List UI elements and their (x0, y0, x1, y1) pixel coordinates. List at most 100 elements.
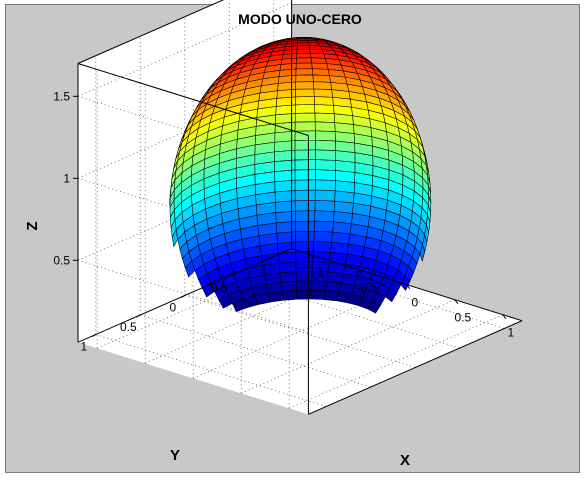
surface-facet (329, 251, 348, 265)
surface-facet (295, 261, 314, 272)
surface-facet (330, 82, 350, 92)
surface-facet (314, 210, 335, 223)
surface-facet (313, 96, 334, 106)
surface-facet (296, 42, 310, 47)
surface-facet (295, 88, 315, 98)
grid-line-z-back (77, 259, 309, 333)
grid-line-z-side (77, 2, 292, 97)
surface-facet (327, 261, 346, 274)
z-axis-label: Z (24, 221, 41, 230)
y-tick-label: -0.5 (207, 281, 228, 295)
box-edge-top-left (77, 0, 225, 64)
surface-facet (281, 289, 298, 301)
surface-facet (294, 121, 316, 132)
tick-labels: -1 -0.5 0 0.5 1 1 0.5 0 -0.5 -1 0.5 1 1.5 (53, 89, 514, 353)
surface-facet (295, 96, 315, 106)
tick-mark (310, 254, 315, 260)
surface-facet (295, 220, 315, 232)
box-edge-top-back (77, 63, 309, 136)
tick-mark (225, 275, 230, 279)
surface-facet (324, 281, 342, 293)
surface-facet (313, 88, 333, 98)
tick-mark (502, 314, 507, 320)
x-tick-label: -1 (313, 266, 324, 280)
surface-facet (296, 52, 312, 59)
x-tick-label: 1 (507, 326, 514, 340)
surface-facet (295, 230, 315, 243)
surface-facet (315, 179, 336, 192)
surface-facet (310, 289, 326, 300)
surface-facet (280, 280, 297, 292)
box-edge-y (308, 320, 523, 415)
surface-facet (294, 179, 316, 191)
surface-facet (294, 149, 316, 161)
surface-mesh (169, 37, 432, 314)
surface-facet (313, 241, 332, 253)
y-tick-label: 1 (80, 340, 87, 354)
surface-facet (294, 169, 316, 181)
chart-title: MODO UNO-CERO (238, 11, 362, 27)
surface-facet (323, 290, 340, 302)
surface-facet (315, 159, 336, 171)
surface-facet (313, 81, 332, 90)
surface-facet (276, 231, 296, 244)
surface-facet (314, 199, 335, 212)
surface-facet (294, 104, 316, 114)
figure-frame (5, 4, 580, 473)
surface-facet (295, 81, 315, 90)
surface-facet (295, 270, 313, 282)
surface-facet (275, 200, 296, 213)
grid-line-x-floor (145, 269, 359, 364)
surface-facet (296, 280, 312, 291)
surface-facet (276, 221, 296, 234)
tick-mark (406, 284, 411, 290)
surface-facet (294, 139, 316, 151)
surface-facet (315, 130, 336, 142)
surface-facet (315, 139, 336, 151)
surface-facet (313, 220, 334, 233)
tick-mark (136, 314, 141, 318)
surface-facet (294, 210, 316, 222)
grid-line-y-floor (95, 334, 327, 407)
surface-facet (314, 104, 335, 114)
surface-facet (296, 57, 312, 64)
z-tick-label: 0.5 (53, 253, 70, 267)
surface-facet (274, 190, 296, 203)
surface-facet (311, 68, 330, 76)
grid-line-x-floor (289, 314, 503, 409)
surface-facet (311, 62, 329, 70)
surface-facet (294, 112, 316, 123)
surface-facet (296, 48, 311, 54)
tick-mark (358, 269, 363, 275)
y-tick-label: -1 (256, 262, 267, 276)
surface-facet (294, 159, 316, 171)
tick-mark (91, 334, 97, 337)
tick-mark (269, 256, 275, 259)
surface-facet (310, 280, 328, 291)
y-tick-label: 0.5 (120, 320, 137, 334)
surface-facet (295, 68, 314, 76)
x-tick-label: 0.5 (454, 311, 471, 325)
surface-facet (315, 149, 336, 161)
surface-facet (310, 57, 328, 64)
axes-box (77, 0, 523, 415)
surface-facet (314, 189, 336, 202)
surface-facet (314, 121, 336, 132)
surface-facet (296, 45, 310, 50)
z-tick-label: 1.5 (53, 89, 70, 103)
surface-facet (312, 74, 331, 83)
surface-facet (326, 271, 344, 284)
surface-facet (294, 189, 316, 201)
surface-facet (294, 199, 316, 212)
surface-facet (314, 112, 335, 123)
surface-facet (295, 62, 313, 70)
x-tick-label: -0.5 (356, 281, 377, 295)
grid-line-x-floor (241, 299, 455, 394)
surface-facet (277, 241, 297, 254)
x-axis-label: X (400, 452, 410, 469)
tick-mark (454, 299, 459, 305)
surface-facet (295, 74, 314, 83)
surface-facet (278, 261, 297, 274)
